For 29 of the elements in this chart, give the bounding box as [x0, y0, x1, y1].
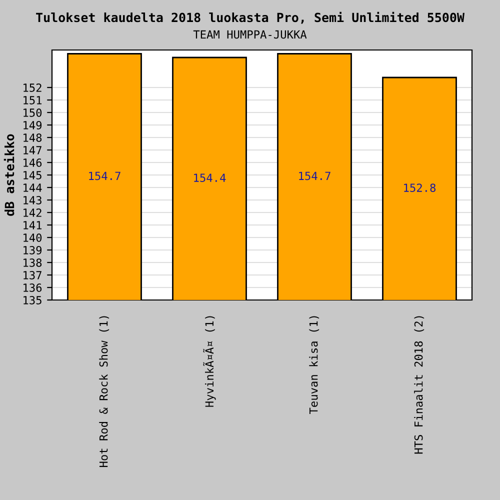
chart-subtitle: TEAM HUMPPA-JUKKA — [193, 30, 307, 39]
data-label: 154.7 — [299, 172, 330, 180]
y-tick-label: 139 — [24, 246, 42, 254]
data-label: 152.8 — [404, 184, 436, 192]
x-tick-label: Teuvan kisa (1) — [309, 316, 320, 414]
chart-title: Tulokset kaudelta 2018 luokasta Pro, Semi Unlimited 5500W — [36, 12, 464, 24]
y-tick-label: 149 — [24, 121, 42, 130]
y-tick-label: 142 — [24, 208, 42, 217]
y-tick-label: 135 — [24, 296, 42, 304]
y-tick-label: 150 — [24, 108, 42, 117]
y-tick-label: 140 — [24, 234, 42, 242]
y-tick-label: 138 — [24, 258, 42, 267]
data-label: 154.4 — [194, 174, 226, 182]
y-tick-label: 145 — [24, 171, 42, 180]
y-tick-label: 146 — [24, 158, 42, 167]
y-tick-label: 148 — [24, 134, 42, 142]
y-tick-label: 141 — [24, 221, 42, 230]
y-axis-title: dB asteikko — [4, 134, 14, 216]
y-tick-label: 144 — [24, 184, 42, 192]
y-tick-label: 152 — [24, 84, 42, 92]
y-tick-label: 147 — [24, 146, 42, 154]
y-tick-label: 143 — [24, 196, 42, 204]
x-tick-label: Hot Rod & Rock Show (1) — [99, 316, 110, 467]
x-tick-label: HyvinkÃ¤Ã¤ (1) — [203, 316, 216, 407]
data-label: 154.7 — [89, 172, 120, 180]
y-tick-label: 151 — [24, 96, 42, 104]
x-tick-label: HTS Finaalit 2018 (2) — [414, 316, 424, 454]
y-tick-label: 136 — [24, 284, 42, 292]
y-tick-label: 137 — [24, 271, 42, 280]
